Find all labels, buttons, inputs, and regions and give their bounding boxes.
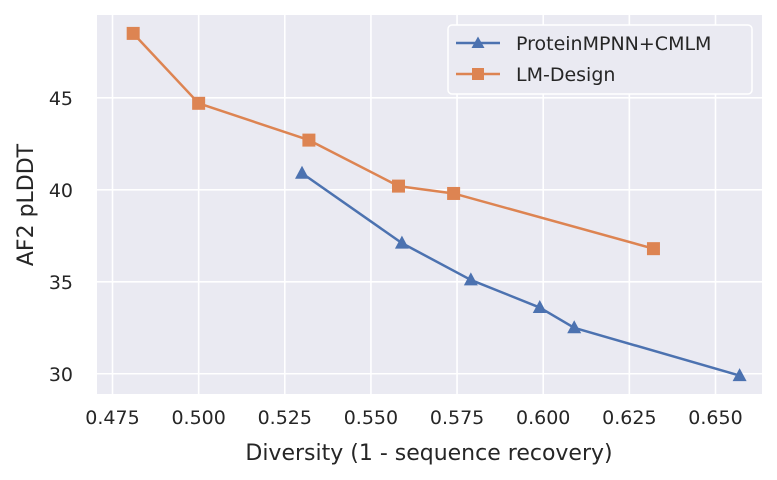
data-point-proteinmpnn	[394, 235, 409, 249]
x-tick-label: 0.525	[258, 407, 312, 429]
data-point-proteinmpnn	[532, 300, 547, 314]
x-tick-label: 0.550	[344, 407, 398, 429]
legend-box	[447, 24, 753, 95]
data-point-lm-design	[391, 179, 405, 193]
legend: ProteinMPNN+CMLM LM-Design	[447, 24, 753, 95]
y-tick-label: 30	[49, 364, 73, 386]
y-axis-ticks: 30 35 40 45	[49, 88, 73, 386]
data-point-proteinmpnn	[732, 368, 747, 382]
x-axis-ticks: 0.475 0.500 0.525 0.550 0.575 0.600 0.625 0.650	[85, 407, 742, 429]
series-line-lm-design	[132, 32, 654, 250]
x-tick-label: 0.500	[171, 407, 225, 429]
series-line-proteinmpnn	[301, 172, 740, 377]
x-axis-label: Diversity (1 - sequence recovery)	[245, 441, 612, 466]
y-tick-label: 40	[49, 180, 73, 202]
legend-label-lm-design: LM-Design	[516, 64, 615, 86]
data-point-lm-design	[126, 26, 140, 40]
data-point-lm-design	[302, 133, 316, 147]
x-tick-label: 0.600	[516, 407, 570, 429]
data-point-lm-design	[646, 242, 660, 256]
legend-label-proteinmpnn: ProteinMPNN+CMLM	[516, 33, 711, 55]
legend-marker-lm-design	[472, 68, 484, 80]
series-layer	[126, 26, 747, 382]
x-tick-label: 0.625	[602, 407, 656, 429]
legend-marker-proteinmpnn	[471, 36, 485, 48]
data-point-proteinmpnn	[463, 272, 478, 286]
y-axis-label: AF2 pLDDT	[14, 143, 39, 266]
data-point-proteinmpnn	[567, 320, 582, 334]
x-tick-label: 0.650	[688, 407, 742, 429]
data-point-lm-design	[192, 96, 206, 110]
x-tick-label: 0.475	[85, 407, 139, 429]
y-tick-label: 45	[49, 88, 73, 110]
data-point-lm-design	[447, 186, 461, 200]
data-point-proteinmpnn	[295, 165, 310, 179]
y-tick-label: 35	[49, 272, 73, 294]
x-tick-label: 0.575	[430, 407, 484, 429]
